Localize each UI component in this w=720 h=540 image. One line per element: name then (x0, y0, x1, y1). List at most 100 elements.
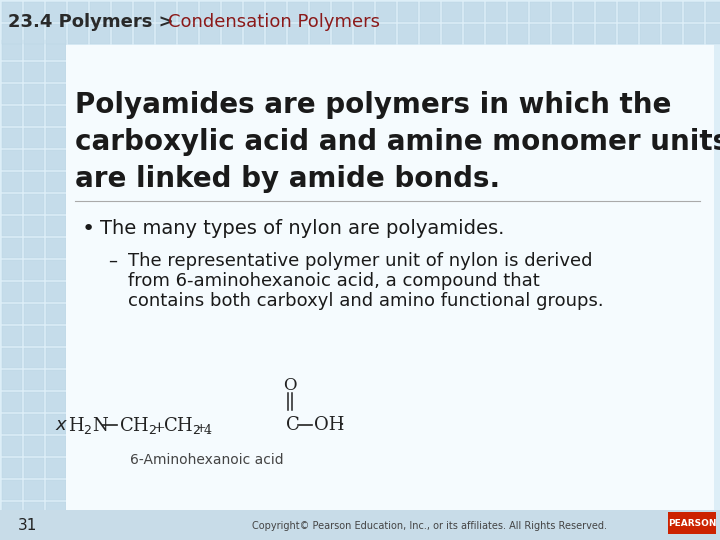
FancyBboxPatch shape (266, 24, 286, 44)
FancyBboxPatch shape (46, 150, 66, 170)
FancyBboxPatch shape (24, 128, 44, 148)
FancyBboxPatch shape (2, 106, 22, 126)
FancyBboxPatch shape (244, 24, 264, 44)
FancyBboxPatch shape (2, 304, 22, 324)
FancyBboxPatch shape (464, 24, 484, 44)
FancyBboxPatch shape (46, 238, 66, 258)
FancyBboxPatch shape (156, 2, 176, 22)
FancyBboxPatch shape (2, 2, 22, 22)
FancyBboxPatch shape (46, 370, 66, 390)
FancyBboxPatch shape (24, 150, 44, 170)
FancyBboxPatch shape (24, 106, 44, 126)
FancyBboxPatch shape (46, 2, 66, 22)
Text: Polyamides are polymers in which the: Polyamides are polymers in which the (75, 91, 671, 119)
FancyBboxPatch shape (596, 24, 616, 44)
Text: 6-Aminohexanoic acid: 6-Aminohexanoic acid (130, 453, 284, 467)
FancyBboxPatch shape (684, 2, 704, 22)
FancyBboxPatch shape (24, 524, 44, 540)
FancyBboxPatch shape (90, 24, 110, 44)
FancyBboxPatch shape (552, 2, 572, 22)
FancyBboxPatch shape (24, 24, 44, 44)
FancyBboxPatch shape (2, 326, 22, 346)
FancyBboxPatch shape (66, 45, 714, 525)
Text: The representative polymer unit of nylon is derived: The representative polymer unit of nylon… (128, 252, 593, 270)
FancyBboxPatch shape (706, 2, 720, 22)
FancyBboxPatch shape (46, 282, 66, 302)
FancyBboxPatch shape (46, 128, 66, 148)
FancyBboxPatch shape (24, 84, 44, 104)
FancyBboxPatch shape (508, 24, 528, 44)
Text: are linked by amide bonds.: are linked by amide bonds. (75, 165, 500, 193)
FancyBboxPatch shape (24, 238, 44, 258)
FancyBboxPatch shape (662, 2, 682, 22)
FancyBboxPatch shape (596, 2, 616, 22)
FancyBboxPatch shape (2, 480, 22, 500)
FancyBboxPatch shape (46, 304, 66, 324)
FancyBboxPatch shape (24, 172, 44, 192)
FancyBboxPatch shape (618, 24, 638, 44)
Text: contains both carboxyl and amino functional groups.: contains both carboxyl and amino functio… (128, 292, 603, 310)
FancyBboxPatch shape (266, 2, 286, 22)
FancyBboxPatch shape (46, 62, 66, 82)
Text: CH$_2$: CH$_2$ (163, 415, 202, 435)
FancyBboxPatch shape (530, 24, 550, 44)
Text: 23.4 Polymers >: 23.4 Polymers > (8, 13, 180, 31)
FancyBboxPatch shape (2, 40, 22, 60)
FancyBboxPatch shape (2, 524, 22, 540)
FancyBboxPatch shape (354, 24, 374, 44)
FancyBboxPatch shape (24, 458, 44, 478)
FancyBboxPatch shape (2, 150, 22, 170)
FancyBboxPatch shape (24, 480, 44, 500)
FancyBboxPatch shape (354, 2, 374, 22)
Text: –: – (108, 252, 117, 270)
Text: ·: · (338, 416, 344, 434)
FancyBboxPatch shape (24, 304, 44, 324)
FancyBboxPatch shape (2, 392, 22, 412)
FancyBboxPatch shape (618, 2, 638, 22)
FancyBboxPatch shape (112, 2, 132, 22)
FancyBboxPatch shape (574, 24, 594, 44)
FancyBboxPatch shape (24, 326, 44, 346)
FancyBboxPatch shape (574, 2, 594, 22)
Text: Condensation Polymers: Condensation Polymers (168, 13, 380, 31)
FancyBboxPatch shape (24, 40, 44, 60)
FancyBboxPatch shape (46, 458, 66, 478)
FancyBboxPatch shape (46, 436, 66, 456)
Text: •: • (82, 219, 95, 239)
FancyBboxPatch shape (332, 24, 352, 44)
FancyBboxPatch shape (706, 24, 720, 44)
FancyBboxPatch shape (2, 194, 22, 214)
FancyBboxPatch shape (134, 2, 154, 22)
FancyBboxPatch shape (640, 2, 660, 22)
FancyBboxPatch shape (46, 216, 66, 236)
FancyBboxPatch shape (24, 370, 44, 390)
FancyBboxPatch shape (200, 24, 220, 44)
FancyBboxPatch shape (640, 24, 660, 44)
FancyBboxPatch shape (24, 216, 44, 236)
FancyBboxPatch shape (90, 2, 110, 22)
FancyBboxPatch shape (398, 2, 418, 22)
FancyBboxPatch shape (530, 2, 550, 22)
FancyBboxPatch shape (46, 40, 66, 60)
Text: +: + (196, 422, 207, 435)
Text: 4: 4 (204, 424, 212, 437)
FancyBboxPatch shape (24, 282, 44, 302)
FancyBboxPatch shape (200, 2, 220, 22)
FancyBboxPatch shape (442, 2, 462, 22)
FancyBboxPatch shape (420, 24, 440, 44)
FancyBboxPatch shape (420, 2, 440, 22)
FancyBboxPatch shape (24, 2, 44, 22)
FancyBboxPatch shape (684, 24, 704, 44)
FancyBboxPatch shape (24, 502, 44, 522)
FancyBboxPatch shape (2, 24, 22, 44)
FancyBboxPatch shape (68, 24, 88, 44)
Text: O: O (283, 376, 297, 394)
Text: OH: OH (314, 416, 344, 434)
Text: C: C (286, 416, 300, 434)
Text: The many types of nylon are polyamides.: The many types of nylon are polyamides. (100, 219, 505, 239)
FancyBboxPatch shape (46, 480, 66, 500)
Text: carboxylic acid and amine monomer units: carboxylic acid and amine monomer units (75, 128, 720, 156)
FancyBboxPatch shape (46, 84, 66, 104)
FancyBboxPatch shape (24, 260, 44, 280)
FancyBboxPatch shape (2, 62, 22, 82)
